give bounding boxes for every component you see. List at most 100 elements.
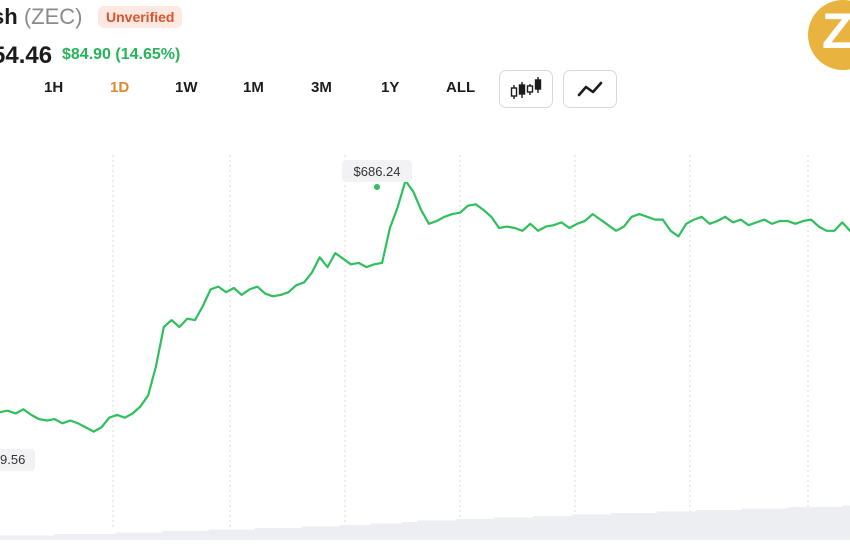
line-chart-icon: [577, 81, 603, 97]
volume-bar: [455, 519, 465, 540]
volume-bar: [115, 532, 125, 540]
logo-glyph: Z: [822, 3, 850, 59]
volume-bar: [625, 513, 635, 540]
volume-bar: [471, 519, 480, 540]
volume-bar: [216, 529, 225, 540]
volume-bar: [69, 534, 78, 540]
volume-bar: [301, 526, 310, 540]
volume-bar: [0, 535, 9, 540]
volume-bar: [479, 519, 488, 540]
volume-bar: [100, 534, 109, 540]
volume-bar: [765, 508, 774, 540]
timeframe-1h[interactable]: 1H: [44, 79, 64, 96]
volume-bar: [540, 516, 550, 540]
volume-bar: [803, 507, 812, 540]
volume-bar: [718, 510, 727, 540]
volume-bar: [517, 517, 526, 540]
timeframe-1y[interactable]: 1Y: [381, 79, 400, 96]
volume-bar: [749, 508, 758, 540]
volume-bar: [579, 514, 588, 540]
high-point: [374, 184, 380, 190]
volume-bar: [734, 510, 743, 540]
volume-bar: [417, 520, 426, 540]
volume-bar: [139, 532, 148, 540]
volume-bar: [154, 532, 163, 540]
volume-bar: [780, 508, 789, 540]
volume-bar: [231, 529, 241, 540]
volume-bar: [285, 528, 295, 540]
volume-bar: [502, 517, 511, 540]
low-label: 9.56: [0, 452, 25, 467]
volume-bar: [710, 510, 720, 540]
volume-bar: [332, 526, 341, 540]
volume-bar: [680, 511, 689, 540]
timeframe-all[interactable]: ALL: [446, 79, 476, 96]
asset-symbol: (ZEC): [23, 4, 83, 29]
volume-bar: [131, 532, 140, 540]
volume-bar: [363, 525, 372, 540]
volume-bar: [834, 507, 843, 540]
asset-title: sh (ZEC): [0, 4, 82, 30]
volume-bar: [193, 531, 202, 540]
volume-bar: [170, 531, 179, 540]
volume-bar: [85, 534, 94, 540]
timeframe-3m[interactable]: 3M: [311, 79, 332, 96]
volume-bar: [123, 532, 132, 540]
volume-bar: [61, 534, 71, 540]
volume-bar: [757, 508, 766, 540]
volume-bar: [440, 520, 449, 540]
price-chart[interactable]: $686.24 9.56: [0, 120, 850, 540]
volume-bar: [146, 532, 156, 540]
volume-bar: [262, 528, 271, 540]
volume-bar: [726, 510, 735, 540]
timeframe-1d[interactable]: 1D: [110, 79, 130, 96]
volume-bar: [309, 526, 318, 540]
volume-bar: [77, 534, 86, 540]
timeframe-1m[interactable]: 1M: [243, 79, 264, 96]
volume-bar: [224, 529, 233, 540]
line-chart-button[interactable]: [563, 70, 617, 108]
unverified-badge: Unverified: [98, 6, 183, 28]
volume-bar: [618, 513, 627, 540]
volume-bar: [239, 529, 248, 540]
volume-bar: [695, 510, 704, 540]
volume-bar: [255, 528, 264, 540]
volume-bar: [278, 528, 287, 540]
volume-bar: [177, 531, 186, 540]
timeframe-1w[interactable]: 1W: [175, 79, 198, 96]
high-marker: $686.24: [342, 160, 412, 190]
volume-bar: [54, 534, 63, 540]
low-label-bg: [0, 449, 35, 471]
volume-bar: [641, 513, 650, 540]
volume-bar: [772, 508, 781, 540]
volume-bar: [486, 519, 496, 540]
zcash-logo-icon: Z: [808, 0, 850, 70]
high-label: $686.24: [354, 164, 401, 179]
volume-bar: [494, 517, 503, 540]
volume-bar: [571, 514, 581, 540]
volume-bar: [340, 525, 349, 540]
candlestick-chart-button[interactable]: [499, 70, 553, 108]
low-marker: 9.56: [0, 449, 35, 471]
volume-bar: [30, 535, 40, 540]
volume-bar: [533, 516, 542, 540]
volume-bar: [525, 517, 534, 540]
volume-bar: [741, 508, 751, 540]
price-change: $84.90 (14.65%): [62, 46, 181, 63]
high-label-bg: [342, 160, 412, 182]
volume-bar: [38, 535, 47, 540]
volume-bar: [664, 511, 673, 540]
volume-bar: [409, 522, 418, 540]
volume-bar: [656, 511, 666, 540]
volume-bar: [108, 534, 117, 540]
volume-bar: [510, 517, 519, 540]
volume-bar: [448, 520, 457, 540]
volume-bar: [324, 526, 333, 540]
volume-bar: [595, 514, 604, 540]
volume-bar: [842, 505, 850, 540]
volume-bar: [401, 522, 411, 540]
volume-bar: [293, 528, 302, 540]
volume-bar: [610, 513, 619, 540]
asset-name: sh: [0, 4, 18, 29]
volume-bar: [556, 516, 565, 540]
